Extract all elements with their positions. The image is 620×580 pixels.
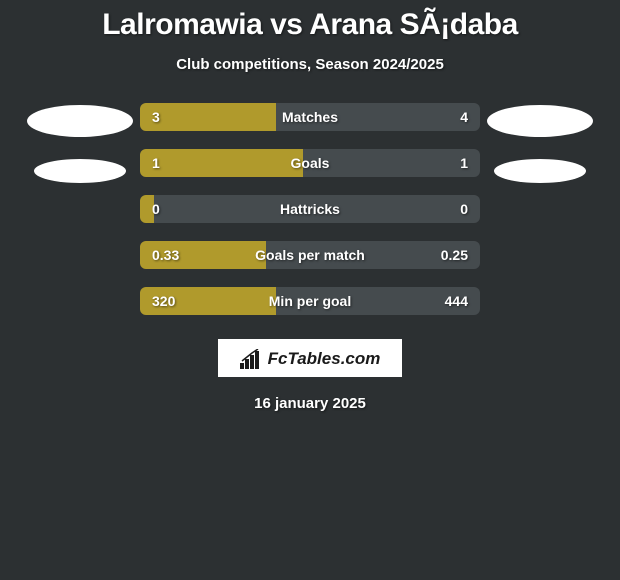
stat-value-right: 4 bbox=[460, 109, 468, 125]
bars-chart-icon bbox=[240, 349, 264, 369]
brand-box[interactable]: FcTables.com bbox=[218, 339, 403, 377]
avatar-placeholder bbox=[34, 159, 126, 183]
stat-value-right: 0.25 bbox=[441, 247, 468, 263]
stat-bar-left bbox=[140, 103, 276, 131]
stats-area: 3 4 Matches 1 1 Goals 0 0 Hattricks 0.33 0.25 Goals… bbox=[0, 103, 620, 315]
subtitle: Club competitions, Season 2024/2025 bbox=[176, 56, 444, 73]
stat-value-left: 0 bbox=[152, 201, 160, 217]
stat-value-left: 1 bbox=[152, 155, 160, 171]
avatar-placeholder bbox=[27, 105, 133, 137]
avatar-placeholder bbox=[494, 159, 586, 183]
brand-text: FcTables.com bbox=[268, 349, 381, 369]
stat-row: 1 1 Goals bbox=[140, 149, 480, 177]
right-avatar-col bbox=[480, 103, 600, 205]
avatar-placeholder bbox=[487, 105, 593, 137]
stat-value-left: 0.33 bbox=[152, 247, 179, 263]
stat-value-left: 320 bbox=[152, 293, 175, 309]
stat-label: Min per goal bbox=[269, 293, 351, 309]
stat-value-right: 0 bbox=[460, 201, 468, 217]
stat-value-right: 444 bbox=[445, 293, 468, 309]
stat-value-left: 3 bbox=[152, 109, 160, 125]
stat-bar-right bbox=[303, 149, 480, 177]
stat-row: 3 4 Matches bbox=[140, 103, 480, 131]
page-title: Lalromawia vs Arana SÃ¡daba bbox=[102, 8, 518, 42]
stat-value-right: 1 bbox=[460, 155, 468, 171]
stat-label: Goals bbox=[291, 155, 330, 171]
stat-bar-left bbox=[140, 149, 303, 177]
stat-row: 320 444 Min per goal bbox=[140, 287, 480, 315]
stat-label: Goals per match bbox=[255, 247, 365, 263]
stats-bars: 3 4 Matches 1 1 Goals 0 0 Hattricks 0.33 0.25 Goals… bbox=[140, 103, 480, 315]
date-text: 16 january 2025 bbox=[254, 395, 366, 412]
stat-label: Matches bbox=[282, 109, 338, 125]
stat-row: 0 0 Hattricks bbox=[140, 195, 480, 223]
stat-row: 0.33 0.25 Goals per match bbox=[140, 241, 480, 269]
left-avatar-col bbox=[20, 103, 140, 205]
stat-label: Hattricks bbox=[280, 201, 340, 217]
